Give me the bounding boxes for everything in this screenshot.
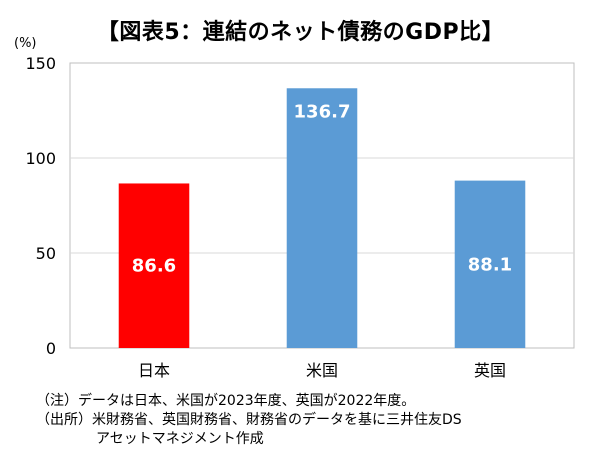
y-tick-label: 50	[36, 244, 56, 263]
x-tick-label: 英国	[474, 361, 506, 380]
footnote-source-continued: アセットマネジメント作成	[96, 431, 264, 447]
footnotes: （注）データは日本、米国が2023年度、英国が2022年度。 （出所）米財務省、…	[36, 392, 462, 449]
data-label: 88.1	[468, 254, 512, 275]
bar	[118, 183, 190, 348]
y-tick-label: 0	[46, 339, 56, 358]
bars	[118, 88, 526, 349]
y-tick-label: 150	[25, 54, 56, 73]
y-tick-label: 100	[25, 149, 56, 168]
data-label: 136.7	[294, 101, 351, 122]
y-axis-unit-label: (%)	[14, 36, 37, 51]
x-tick-label: 日本	[138, 361, 170, 380]
x-tick-labels: 日本 米国 英国	[138, 361, 506, 380]
footnote-note: （注）データは日本、米国が2023年度、英国が2022年度。	[36, 393, 416, 409]
x-tick-label: 米国	[306, 361, 338, 380]
y-tick-labels: 0 50 100 150	[25, 54, 56, 358]
chart-title: 【図表5：連結のネット債務のGDP比】	[96, 20, 505, 45]
bar	[454, 180, 526, 348]
data-labels: 86.6 136.7 88.1	[132, 101, 512, 276]
footnote-source: （出所）米財務省、英国財務省、財務省のデータを基に三井住友DS	[36, 412, 462, 428]
data-label: 86.6	[132, 256, 176, 277]
bar	[286, 88, 358, 349]
